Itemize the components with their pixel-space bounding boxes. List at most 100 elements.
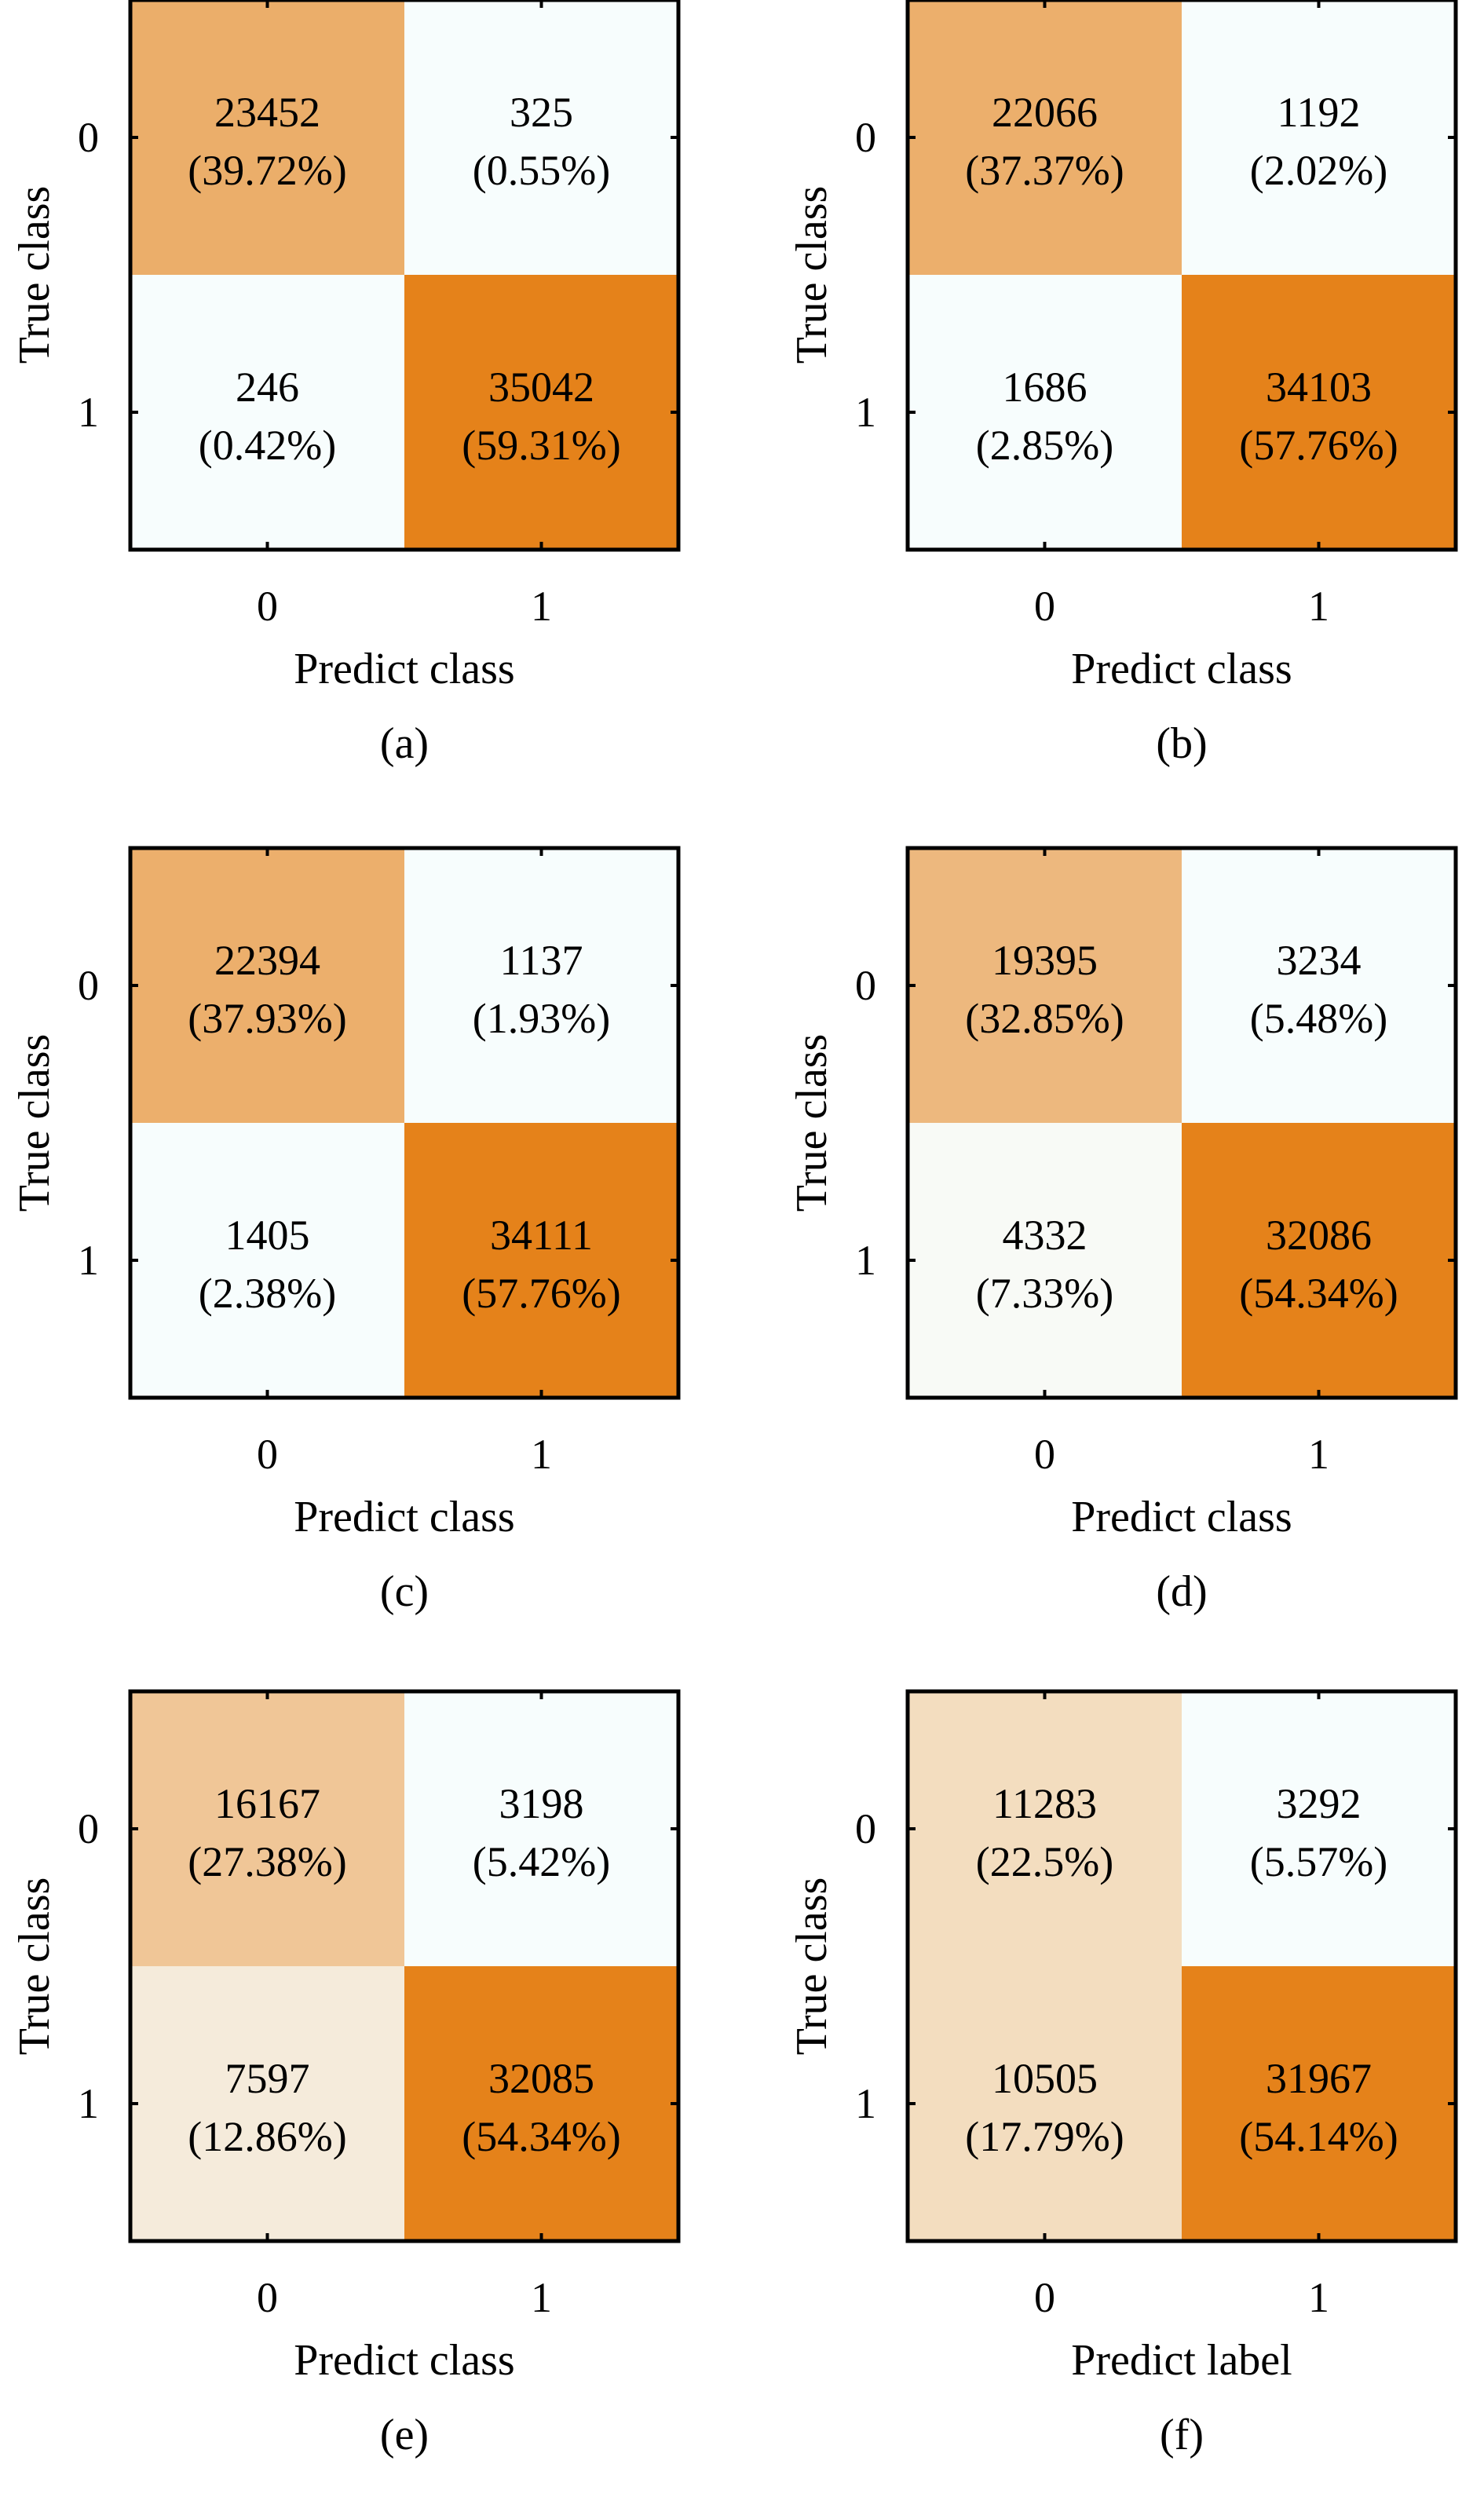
x-axis-label: Predict class xyxy=(294,2336,514,2385)
x-tick-label: 1 xyxy=(1308,2274,1329,2321)
axes-frame xyxy=(905,1689,1458,2243)
cell-count-label: 7597 xyxy=(225,2055,310,2102)
matrix-cell xyxy=(1182,0,1456,275)
matrix-cell xyxy=(130,1123,404,1398)
matrix-cell xyxy=(908,0,1182,275)
confusion-matrix-plot: 23452 (39.72%) 325 (0.55%) 246 (0.42%) 35042 (5… xyxy=(10,0,681,768)
matrix-cell xyxy=(130,1691,404,1966)
y-tick-label: 0 xyxy=(855,1805,876,1852)
panel-caption: (e) xyxy=(380,2411,429,2459)
matrix-cell xyxy=(1182,1123,1456,1398)
cell-percent-label: (7.33%) xyxy=(976,1270,1113,1317)
matrix-cell xyxy=(130,0,404,275)
matrix-cell xyxy=(908,275,1182,550)
x-tick-label: 0 xyxy=(257,1431,278,1478)
y-axis-label: True class xyxy=(788,1034,836,1212)
matrix-cell xyxy=(908,1691,1182,1966)
matrix-cell xyxy=(1182,1691,1456,1966)
matrix-cell xyxy=(130,275,404,550)
panel-caption: (c) xyxy=(380,1567,429,1616)
cell-percent-label: (5.57%) xyxy=(1250,1838,1387,1885)
cell-count-label: 325 xyxy=(510,89,573,136)
matrix-cell xyxy=(1182,848,1456,1123)
panel-caption: (b) xyxy=(1156,719,1207,768)
matrix-cell xyxy=(908,848,1182,1123)
cell-percent-label: (57.76%) xyxy=(462,1270,620,1317)
panel-caption: (a) xyxy=(380,719,429,768)
cell-count-label: 35042 xyxy=(488,364,594,411)
cell-percent-label: (39.72%) xyxy=(188,147,346,194)
axes-frame xyxy=(905,0,1458,552)
cell-count-label: 22394 xyxy=(214,937,320,984)
cell-percent-label: (17.79%) xyxy=(965,2113,1124,2160)
matrix-cell xyxy=(908,1966,1182,2241)
matrix-cell xyxy=(908,1123,1182,1398)
cell-count-label: 23452 xyxy=(214,89,320,136)
cell-count-label: 1137 xyxy=(500,937,583,984)
y-axis-label: True class xyxy=(788,186,836,364)
cell-count-label: 10505 xyxy=(992,2055,1098,2102)
axes-frame xyxy=(128,0,681,552)
cell-percent-label: (57.76%) xyxy=(1239,422,1398,469)
matrix-cell xyxy=(1182,1966,1456,2241)
cell-percent-label: (1.93%) xyxy=(473,995,610,1042)
cell-count-label: 31967 xyxy=(1266,2055,1372,2102)
panel-caption: (f) xyxy=(1160,2411,1204,2459)
y-tick-label: 0 xyxy=(78,1805,99,1852)
cell-count-label: 34103 xyxy=(1266,364,1372,411)
confusion-matrix-panel: 11283 (22.5%) 3292 (5.57%) 10505 (17.79%) 3196… xyxy=(777,1689,1484,2519)
cell-count-label: 246 xyxy=(236,364,299,411)
confusion-matrix-plot: 22066 (37.37%) 1192 (2.02%) 1686 (2.85%) 34103… xyxy=(788,0,1458,768)
x-axis-label: Predict class xyxy=(294,645,514,693)
x-axis-label: Predict class xyxy=(1071,645,1292,693)
cell-count-label: 4332 xyxy=(1003,1212,1087,1259)
confusion-matrix-plot: 11283 (22.5%) 3292 (5.57%) 10505 (17.79%) 3196… xyxy=(788,1689,1458,2459)
axes-frame xyxy=(905,846,1458,1400)
cell-percent-label: (5.42%) xyxy=(473,1838,610,1885)
y-tick-label: 1 xyxy=(78,1237,99,1284)
y-tick-label: 0 xyxy=(855,962,876,1009)
confusion-matrix-panel: 16167 (27.38%) 3198 (5.42%) 7597 (12.86%) 3208… xyxy=(0,1689,742,2519)
cell-count-label: 19395 xyxy=(992,937,1098,984)
cell-count-label: 16167 xyxy=(214,1780,320,1827)
y-tick-label: 0 xyxy=(855,114,876,161)
matrix-cell xyxy=(130,848,404,1123)
y-tick-label: 1 xyxy=(855,389,876,436)
x-tick-label: 1 xyxy=(1308,1431,1329,1478)
x-tick-label: 1 xyxy=(531,1431,552,1478)
cell-count-label: 11283 xyxy=(992,1780,1097,1827)
cell-percent-label: (0.42%) xyxy=(199,422,336,469)
confusion-matrix-panel: 22394 (37.93%) 1137 (1.93%) 1405 (2.38%) 34111… xyxy=(0,846,742,1676)
cell-percent-label: (54.34%) xyxy=(462,2113,620,2160)
cell-count-label: 32086 xyxy=(1266,1212,1372,1259)
cell-count-label: 3234 xyxy=(1277,937,1362,984)
x-tick-label: 0 xyxy=(257,2274,278,2321)
confusion-matrix-panel: 19395 (32.85%) 3234 (5.48%) 4332 (7.33%) 32086… xyxy=(777,846,1484,1676)
cell-percent-label: (27.38%) xyxy=(188,1838,346,1885)
confusion-matrix-plot: 16167 (27.38%) 3198 (5.42%) 7597 (12.86%) 3208… xyxy=(10,1689,681,2459)
matrix-cell xyxy=(404,848,678,1123)
cell-count-label: 1192 xyxy=(1277,89,1361,136)
cell-percent-label: (5.48%) xyxy=(1250,995,1387,1042)
y-tick-label: 0 xyxy=(78,114,99,161)
cell-count-label: 3292 xyxy=(1277,1780,1362,1827)
cell-percent-label: (37.37%) xyxy=(965,147,1124,194)
x-tick-label: 0 xyxy=(1034,2274,1055,2321)
matrix-cell xyxy=(404,0,678,275)
cell-count-label: 1686 xyxy=(1003,364,1087,411)
x-tick-label: 1 xyxy=(1308,583,1329,630)
y-axis-label: True class xyxy=(10,1034,59,1212)
y-tick-label: 0 xyxy=(78,962,99,1009)
cell-percent-label: (2.38%) xyxy=(199,1270,336,1317)
cell-percent-label: (54.14%) xyxy=(1239,2113,1398,2160)
y-tick-label: 1 xyxy=(855,2080,876,2127)
confusion-matrix-panel: 23452 (39.72%) 325 (0.55%) 246 (0.42%) 35042 (5… xyxy=(0,0,742,828)
x-tick-label: 0 xyxy=(1034,1431,1055,1478)
cell-count-label: 32085 xyxy=(488,2055,594,2102)
cell-percent-label: (0.55%) xyxy=(473,147,610,194)
axes-frame xyxy=(128,846,681,1400)
x-tick-label: 0 xyxy=(1034,583,1055,630)
y-tick-label: 1 xyxy=(78,389,99,436)
cell-percent-label: (37.93%) xyxy=(188,995,346,1042)
matrix-cell xyxy=(1182,275,1456,550)
